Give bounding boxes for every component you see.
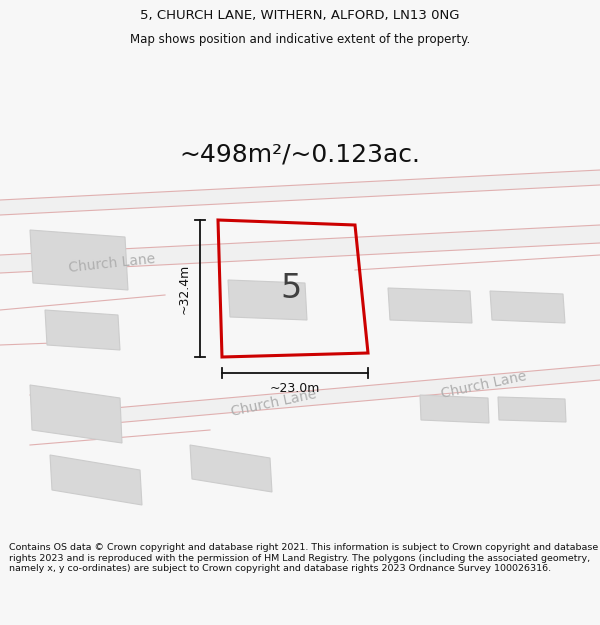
Polygon shape <box>388 288 472 323</box>
Text: ~23.0m: ~23.0m <box>270 381 320 394</box>
Text: ~498m²/~0.123ac.: ~498m²/~0.123ac. <box>179 143 421 167</box>
Polygon shape <box>498 397 566 422</box>
Text: 5, CHURCH LANE, WITHERN, ALFORD, LN13 0NG: 5, CHURCH LANE, WITHERN, ALFORD, LN13 0N… <box>140 9 460 22</box>
Polygon shape <box>35 365 600 430</box>
Text: Church Lane: Church Lane <box>230 387 318 419</box>
Polygon shape <box>30 230 128 290</box>
Polygon shape <box>190 445 272 492</box>
Polygon shape <box>228 280 307 320</box>
Polygon shape <box>420 395 489 423</box>
Polygon shape <box>30 385 122 443</box>
Text: ~32.4m: ~32.4m <box>178 263 191 314</box>
Text: 5: 5 <box>280 272 301 305</box>
Polygon shape <box>0 225 600 273</box>
Text: Church Lane: Church Lane <box>68 251 156 274</box>
Polygon shape <box>490 291 565 323</box>
Polygon shape <box>45 310 120 350</box>
Text: Map shows position and indicative extent of the property.: Map shows position and indicative extent… <box>130 33 470 46</box>
Text: Contains OS data © Crown copyright and database right 2021. This information is : Contains OS data © Crown copyright and d… <box>9 543 598 573</box>
Polygon shape <box>0 170 600 215</box>
Polygon shape <box>50 455 142 505</box>
Text: Church Lane: Church Lane <box>440 369 528 401</box>
